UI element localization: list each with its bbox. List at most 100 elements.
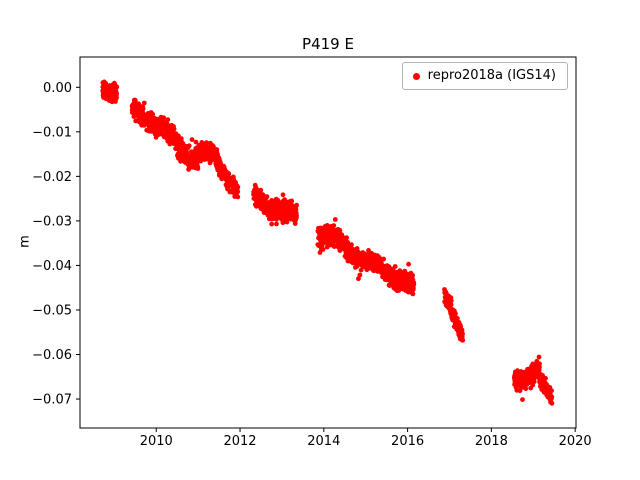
data-point xyxy=(514,387,520,393)
data-point xyxy=(266,216,272,222)
data-point xyxy=(219,166,225,172)
data-point xyxy=(350,254,356,260)
data-point xyxy=(101,79,107,85)
data-point xyxy=(149,116,155,122)
data-point xyxy=(275,215,280,220)
data-point xyxy=(363,254,369,259)
data-point xyxy=(141,100,147,106)
data-point xyxy=(215,152,221,157)
data-point xyxy=(381,264,387,269)
data-point xyxy=(165,117,171,123)
data-point xyxy=(255,196,261,202)
data-point xyxy=(259,193,264,199)
data-point xyxy=(284,219,290,225)
y-tick-label: −0.07 xyxy=(32,393,72,408)
data-point xyxy=(452,311,458,317)
data-point xyxy=(331,223,337,229)
data-point xyxy=(197,157,203,163)
legend: repro2018a (IGS14) xyxy=(401,62,568,90)
y-tick-label: −0.05 xyxy=(32,303,72,318)
data-point xyxy=(191,149,197,155)
data-point xyxy=(323,235,328,241)
data-point xyxy=(178,136,184,142)
data-point xyxy=(387,282,392,288)
data-point xyxy=(267,202,273,207)
x-tick-label: 2020 xyxy=(559,434,592,449)
data-point xyxy=(274,221,279,227)
data-point xyxy=(410,281,415,287)
data-point xyxy=(171,135,177,141)
data-point xyxy=(231,174,236,180)
data-point xyxy=(443,290,449,296)
data-point xyxy=(332,234,338,239)
data-point xyxy=(324,223,330,228)
data-point xyxy=(523,370,529,376)
axis-ticks: 2010 2012 2014 2016 2018 2020 0.00 −0.01 −0.02 −0… xyxy=(32,81,592,449)
data-point xyxy=(195,164,201,170)
data-point xyxy=(109,87,115,92)
data-point xyxy=(253,185,259,190)
data-point xyxy=(547,388,552,394)
data-point xyxy=(450,307,456,313)
axes-frame xyxy=(79,56,577,429)
data-point xyxy=(182,144,188,150)
data-point xyxy=(217,160,223,166)
data-point xyxy=(376,260,382,266)
data-point xyxy=(443,302,449,308)
data-point xyxy=(456,328,462,334)
data-point xyxy=(525,366,530,372)
data-point xyxy=(357,253,362,259)
data-point xyxy=(174,141,180,147)
data-point xyxy=(101,93,107,98)
data-point xyxy=(105,92,111,98)
data-point xyxy=(171,126,177,132)
data-point xyxy=(375,254,380,260)
data-point xyxy=(175,146,181,152)
data-point xyxy=(133,118,139,124)
data-point xyxy=(164,123,170,128)
data-point xyxy=(332,217,338,222)
data-point xyxy=(198,144,204,150)
data-point xyxy=(203,140,209,146)
data-point xyxy=(524,382,529,388)
data-point xyxy=(269,221,275,227)
data-point xyxy=(530,382,536,388)
data-point xyxy=(165,138,171,144)
data-point xyxy=(320,230,326,236)
data-point xyxy=(291,217,297,223)
data-point xyxy=(278,210,284,216)
data-point xyxy=(454,319,460,325)
data-point xyxy=(387,270,393,276)
data-point xyxy=(159,126,165,132)
data-point xyxy=(334,243,340,249)
data-point xyxy=(225,174,230,180)
data-point xyxy=(515,371,521,377)
data-point xyxy=(202,148,208,154)
x-tick-label: 2012 xyxy=(223,434,256,449)
data-point xyxy=(402,268,408,274)
data-point xyxy=(177,152,183,158)
data-point xyxy=(317,250,323,255)
data-point xyxy=(186,165,192,171)
data-point xyxy=(537,372,543,378)
data-point xyxy=(287,211,292,217)
data-point xyxy=(536,354,542,360)
data-point xyxy=(537,361,542,367)
data-point xyxy=(232,180,238,186)
x-tick-label: 2010 xyxy=(140,434,173,449)
data-point xyxy=(324,228,330,234)
data-point xyxy=(259,199,265,204)
data-point xyxy=(339,232,345,238)
x-tick-label: 2014 xyxy=(307,434,340,449)
data-point xyxy=(155,132,161,138)
data-point xyxy=(330,229,336,235)
data-point xyxy=(233,186,239,192)
data-point xyxy=(155,123,161,129)
data-point xyxy=(456,323,461,329)
data-point xyxy=(532,370,537,375)
data-point xyxy=(257,204,263,209)
data-point xyxy=(145,113,151,118)
data-point xyxy=(338,238,344,244)
y-tick-label: −0.02 xyxy=(32,170,72,185)
